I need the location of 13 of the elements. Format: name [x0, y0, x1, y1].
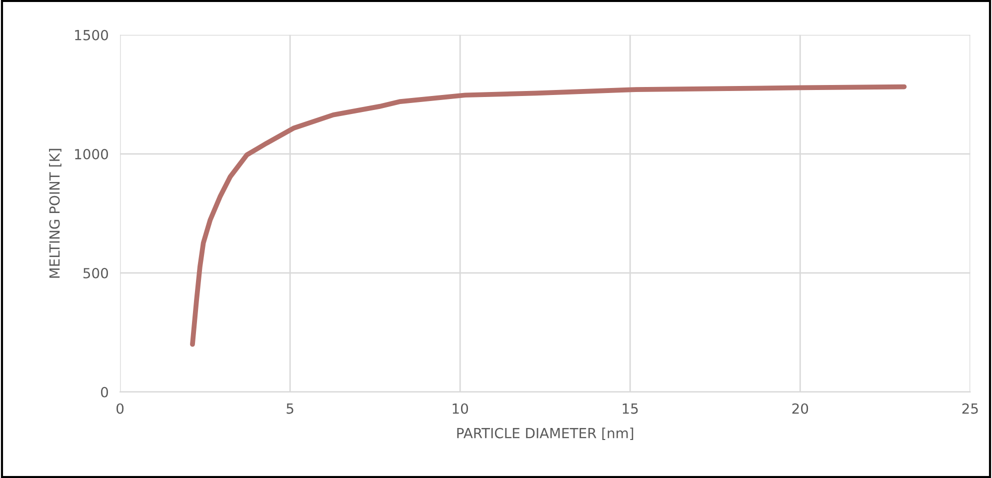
- x-tick-label: 20: [792, 403, 808, 414]
- y-tick-label: 0: [101, 386, 108, 398]
- y-tick-label: 500: [83, 268, 108, 278]
- y-axis-title: MELTING POINT [K]: [49, 148, 62, 278]
- x-tick-label: 0: [116, 403, 124, 414]
- x-tick-label: 15: [622, 404, 638, 414]
- line-series: [190, 84, 907, 347]
- y-tick-label: 1000: [75, 148, 108, 160]
- y-tick-label: 1500: [75, 30, 108, 40]
- x-tick-label: 10: [452, 403, 468, 414]
- x-axis-title: PARTICLE DIAMETER [nm]: [457, 428, 634, 440]
- x-tick-label: 5: [286, 404, 294, 414]
- x-tick-label: 25: [962, 403, 978, 414]
